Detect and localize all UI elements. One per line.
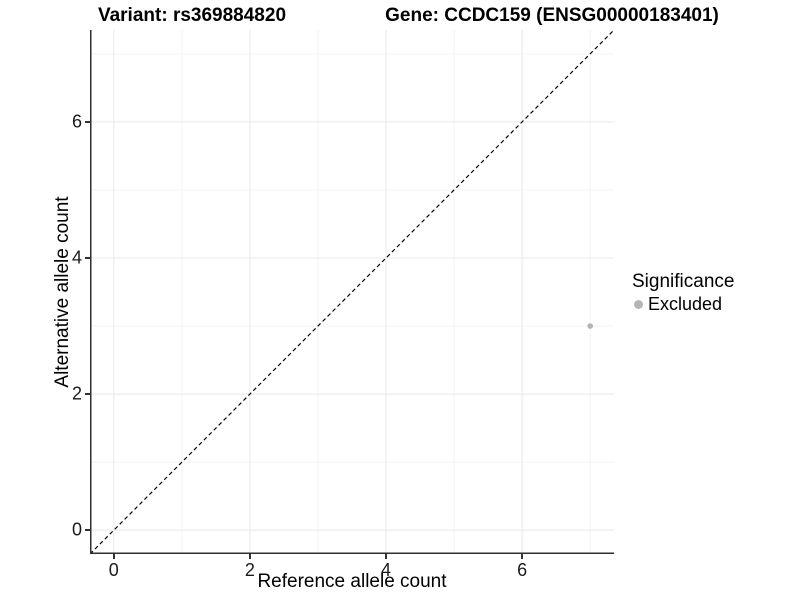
legend-item-excluded: Excluded [634, 294, 734, 315]
plot-title-variant: Variant: rs369884820 [97, 5, 287, 26]
y-axis-title: Alternative allele count [52, 196, 73, 388]
plot-panel [90, 30, 614, 554]
identity-dashed-line [90, 30, 614, 554]
x-tick-mark [113, 554, 115, 559]
y-tick-mark [85, 257, 90, 259]
legend-item-label: Excluded [648, 294, 723, 314]
legend-title: Significance [632, 271, 735, 292]
scatter-plot-canvas [90, 30, 614, 554]
y-tick-label: 2 [71, 383, 82, 404]
y-tick-mark [85, 393, 90, 395]
x-tick-label: 6 [517, 560, 528, 580]
x-tick-label: 0 [108, 560, 119, 580]
x-tick-label: 4 [381, 560, 392, 580]
data-point [587, 323, 593, 329]
legend-point-icon [634, 300, 643, 309]
x-tick-mark [385, 554, 387, 559]
y-tick-label: 6 [71, 111, 82, 132]
y-tick-label: 0 [71, 519, 82, 540]
y-tick-label: 4 [71, 247, 82, 268]
x-axis-title: Reference allele count [257, 571, 447, 592]
legend: Significance Excluded [632, 271, 734, 315]
y-tick-mark [85, 529, 90, 531]
y-tick-mark [85, 121, 90, 123]
x-tick-label: 2 [244, 560, 255, 580]
x-tick-mark [521, 554, 523, 559]
plot-title-gene: Gene: CCDC159 (ENSG00000183401) [385, 5, 719, 26]
x-tick-mark [249, 554, 251, 559]
